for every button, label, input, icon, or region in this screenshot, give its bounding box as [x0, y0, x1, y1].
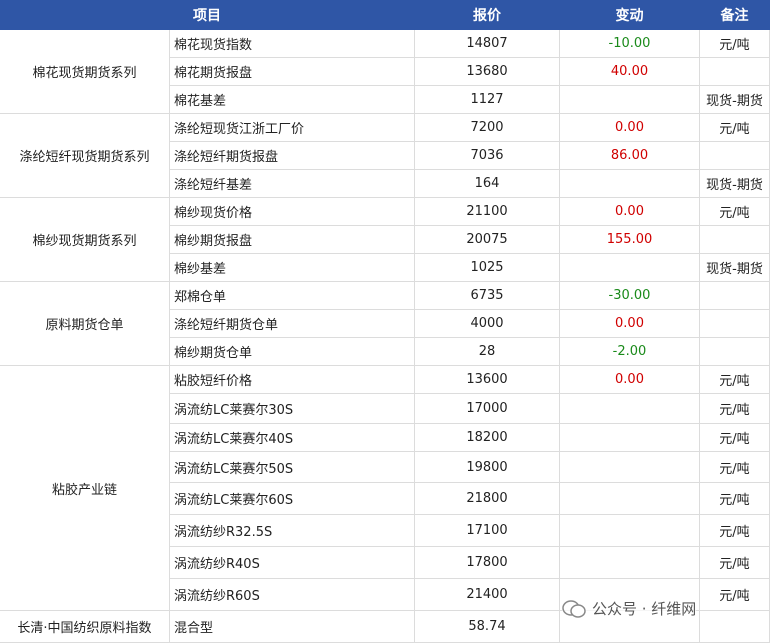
group-cell: 棉花现货期货系列: [0, 30, 170, 114]
note-cell: 元/吨: [700, 452, 770, 483]
wechat-icon: [562, 599, 586, 618]
footer-type: 混合型: [170, 611, 415, 643]
item-cell: 棉纱现货价格: [170, 198, 415, 226]
price-cell: 7036: [415, 142, 560, 170]
change-cell: [560, 515, 700, 547]
change-cell: [560, 254, 700, 282]
price-cell: 14807: [415, 30, 560, 58]
change-cell: 0.00: [560, 310, 700, 338]
item-cell: 涡流纺LC莱赛尔30S: [170, 394, 415, 424]
price-cell: 19800: [415, 452, 560, 483]
watermark-text: 公众号 · 纤维网: [592, 600, 697, 618]
note-cell: 元/吨: [700, 579, 770, 611]
price-cell: 28: [415, 338, 560, 366]
item-cell: 涡流纺LC莱赛尔40S: [170, 424, 415, 452]
price-cell: 13600: [415, 366, 560, 394]
change-cell: [560, 86, 700, 114]
price-cell: 1025: [415, 254, 560, 282]
change-cell: 0.00: [560, 366, 700, 394]
price-cell: 17100: [415, 515, 560, 547]
note-cell: [700, 142, 770, 170]
item-cell: 粘胶短纤价格: [170, 366, 415, 394]
item-cell: 棉花期货报盘: [170, 58, 415, 86]
note-cell: 元/吨: [700, 547, 770, 579]
note-cell: [700, 282, 770, 310]
change-cell: 40.00: [560, 58, 700, 86]
note-cell: 现货-期货: [700, 254, 770, 282]
item-cell: 棉花基差: [170, 86, 415, 114]
item-cell: 郑棉仓单: [170, 282, 415, 310]
price-cell: 21100: [415, 198, 560, 226]
item-cell: 涡流纺纱R32.5S: [170, 515, 415, 547]
item-cell: 棉纱期货报盘: [170, 226, 415, 254]
change-cell: [560, 170, 700, 198]
change-cell: [560, 483, 700, 515]
note-cell: [700, 58, 770, 86]
change-cell: 86.00: [560, 142, 700, 170]
price-cell: 17800: [415, 547, 560, 579]
change-cell: -10.00: [560, 30, 700, 58]
note-cell: [700, 310, 770, 338]
note-cell: 元/吨: [700, 424, 770, 452]
price-cell: 1127: [415, 86, 560, 114]
item-cell: 涤纶短纤基差: [170, 170, 415, 198]
change-cell: 0.00: [560, 114, 700, 142]
item-cell: 涡流纺LC莱赛尔50S: [170, 452, 415, 483]
item-cell: 涡流纺纱R40S: [170, 547, 415, 579]
group-cell: 原料期货仓单: [0, 282, 170, 366]
change-cell: [560, 452, 700, 483]
change-cell: [560, 424, 700, 452]
footer-value: 58.74: [415, 611, 560, 643]
price-cell: 20075: [415, 226, 560, 254]
note-cell: [700, 226, 770, 254]
item-cell: 涤纶短纤期货仓单: [170, 310, 415, 338]
footer-name: 长清·中国纺织原料指数: [0, 611, 170, 643]
item-cell: 涡流纺LC莱赛尔60S: [170, 483, 415, 515]
header-cell: 变动: [560, 0, 700, 30]
footer-empty: [700, 611, 770, 643]
item-cell: 棉纱期货仓单: [170, 338, 415, 366]
note-cell: 元/吨: [700, 394, 770, 424]
note-cell: 元/吨: [700, 515, 770, 547]
note-cell: 现货-期货: [700, 170, 770, 198]
price-cell: 21800: [415, 483, 560, 515]
group-cell: 粘胶产业链: [0, 366, 170, 611]
note-cell: 元/吨: [700, 366, 770, 394]
change-cell: [560, 547, 700, 579]
price-cell: 164: [415, 170, 560, 198]
change-cell: -2.00: [560, 338, 700, 366]
change-cell: 0.00: [560, 198, 700, 226]
note-cell: 元/吨: [700, 483, 770, 515]
note-cell: 元/吨: [700, 198, 770, 226]
item-cell: 涡流纺纱R60S: [170, 579, 415, 611]
price-cell: 7200: [415, 114, 560, 142]
change-cell: 155.00: [560, 226, 700, 254]
price-cell: 18200: [415, 424, 560, 452]
price-cell: 6735: [415, 282, 560, 310]
header-cell: 备注: [700, 0, 770, 30]
change-cell: [560, 394, 700, 424]
header-cell: 项目: [0, 0, 415, 30]
price-cell: 21400: [415, 579, 560, 611]
item-cell: 涤纶短纤期货报盘: [170, 142, 415, 170]
item-cell: 棉花现货指数: [170, 30, 415, 58]
header-cell: 报价: [415, 0, 560, 30]
group-cell: 涤纶短纤现货期货系列: [0, 114, 170, 198]
price-cell: 13680: [415, 58, 560, 86]
note-cell: 元/吨: [700, 30, 770, 58]
watermark: 公众号 · 纤维网: [562, 598, 697, 619]
note-cell: 现货-期货: [700, 86, 770, 114]
price-cell: 4000: [415, 310, 560, 338]
note-cell: 元/吨: [700, 114, 770, 142]
group-cell: 棉纱现货期货系列: [0, 198, 170, 282]
note-cell: [700, 338, 770, 366]
change-cell: -30.00: [560, 282, 700, 310]
item-cell: 涤纶短现货江浙工厂价: [170, 114, 415, 142]
price-cell: 17000: [415, 394, 560, 424]
item-cell: 棉纱基差: [170, 254, 415, 282]
